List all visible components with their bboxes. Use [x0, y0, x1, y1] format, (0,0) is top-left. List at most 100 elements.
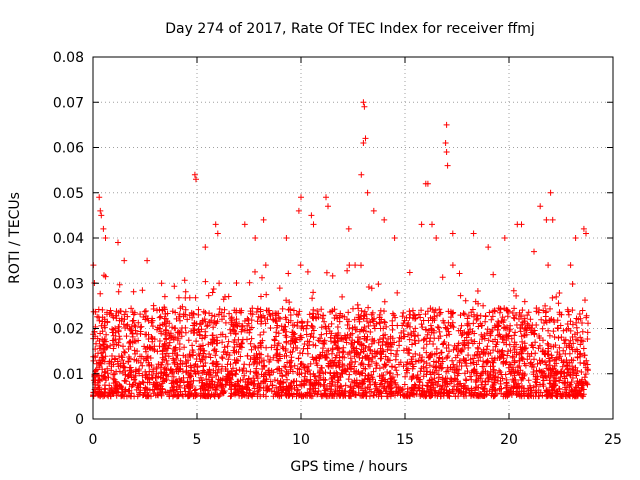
data-point	[444, 162, 451, 169]
data-point	[170, 355, 176, 362]
data-point	[182, 288, 189, 295]
data-point	[584, 336, 591, 342]
data-point	[238, 328, 245, 335]
data-point	[246, 361, 253, 368]
data-point	[328, 320, 335, 327]
data-point	[440, 340, 447, 347]
data-point	[473, 316, 480, 323]
data-point	[560, 327, 567, 334]
data-point	[449, 386, 456, 393]
data-point	[235, 349, 242, 355]
data-point	[563, 326, 570, 333]
data-point	[482, 313, 489, 320]
data-point	[156, 343, 163, 350]
data-point	[128, 305, 135, 312]
data-point	[258, 320, 264, 327]
data-point	[346, 371, 353, 378]
data-point	[579, 307, 586, 314]
data-point	[509, 310, 516, 316]
data-point	[409, 373, 416, 380]
data-point	[181, 277, 188, 284]
data-point	[310, 221, 317, 228]
data-point	[93, 340, 99, 347]
data-point	[406, 308, 413, 315]
data-point	[518, 384, 525, 391]
data-point	[537, 203, 544, 210]
data-point	[539, 392, 546, 399]
data-point	[418, 307, 425, 314]
data-point	[407, 311, 414, 318]
data-point	[507, 326, 514, 333]
data-point	[310, 327, 317, 334]
y-tick-label: 0	[75, 412, 84, 428]
data-point	[176, 346, 183, 353]
data-point	[225, 338, 232, 345]
data-point	[443, 325, 450, 332]
data-point	[239, 340, 245, 347]
data-point	[504, 313, 511, 320]
data-point	[381, 318, 388, 325]
data-point	[389, 363, 396, 370]
data-point	[533, 367, 540, 374]
data-point	[400, 309, 407, 316]
data-point	[381, 216, 388, 223]
data-point	[207, 354, 214, 361]
data-point	[581, 352, 588, 359]
data-point	[518, 312, 525, 319]
data-point	[287, 359, 293, 366]
data-point	[149, 323, 156, 330]
data-point	[161, 319, 168, 326]
data-point	[579, 328, 586, 335]
data-point	[121, 348, 127, 355]
data-point	[363, 328, 369, 335]
data-point	[408, 376, 415, 383]
data-point	[461, 311, 468, 318]
data-point	[201, 334, 208, 341]
y-tick-label: 0.02	[53, 322, 84, 338]
data-point	[334, 324, 341, 330]
x-tick-label: 10	[292, 432, 310, 448]
data-point	[345, 309, 352, 316]
data-point	[365, 323, 372, 329]
data-point	[426, 362, 433, 369]
data-point	[446, 348, 452, 355]
data-point	[175, 294, 182, 301]
data-point	[273, 384, 280, 391]
data-point	[260, 362, 267, 369]
data-point	[318, 364, 325, 371]
data-point	[394, 371, 401, 378]
data-point	[366, 393, 373, 400]
data-point	[210, 286, 217, 292]
data-point	[135, 319, 142, 326]
data-point	[169, 324, 176, 331]
data-point	[565, 311, 572, 318]
x-axis-label: GPS time / hours	[290, 459, 407, 475]
data-point	[232, 382, 239, 389]
data-point	[364, 189, 371, 196]
data-point	[364, 333, 371, 340]
data-point	[244, 352, 251, 359]
data-point	[458, 348, 465, 355]
data-point	[211, 313, 218, 320]
data-point	[287, 312, 294, 318]
data-point	[323, 194, 329, 201]
data-point	[569, 281, 576, 287]
data-point	[438, 349, 444, 356]
data-point	[534, 360, 541, 367]
data-point	[307, 382, 314, 388]
data-point	[214, 230, 221, 237]
data-point	[417, 314, 424, 321]
data-point	[532, 339, 539, 346]
data-point	[517, 367, 524, 374]
data-point	[521, 298, 528, 305]
data-point	[215, 366, 222, 373]
data-point	[309, 295, 316, 302]
data-point	[547, 189, 554, 196]
data-point	[281, 363, 288, 370]
data-point	[556, 290, 563, 296]
data-point	[485, 244, 492, 251]
data-point	[480, 363, 487, 370]
data-point	[258, 358, 265, 365]
data-point	[573, 324, 580, 331]
data-point	[545, 262, 552, 269]
